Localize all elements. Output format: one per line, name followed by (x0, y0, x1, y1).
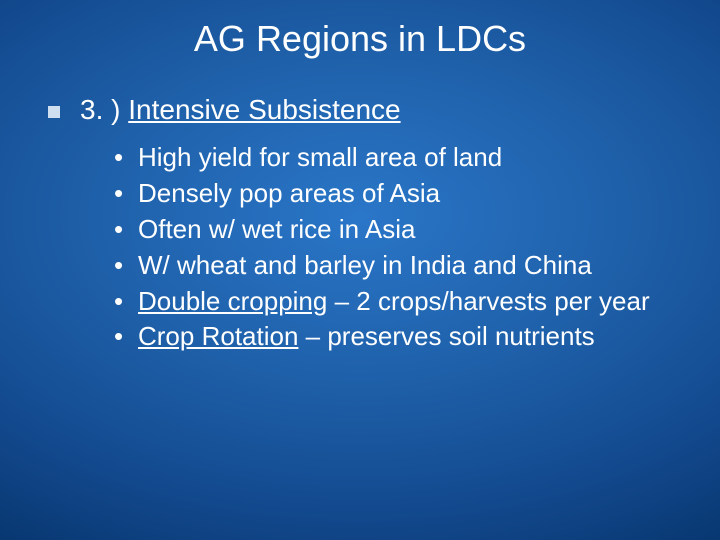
slide: AG Regions in LDCs 3. ) Intensive Subsis… (0, 0, 720, 540)
bullet-icon: • (114, 176, 138, 212)
bullet-icon: • (114, 284, 138, 320)
heading-text: 3. ) Intensive Subsistence (80, 94, 401, 126)
heading-main: Intensive Subsistence (128, 94, 400, 125)
square-bullet-icon (48, 106, 60, 118)
bullet-icon: • (114, 248, 138, 284)
bullet-text: Often w/ wet rice in Asia (138, 214, 415, 244)
slide-title: AG Regions in LDCs (0, 0, 720, 70)
list-item: •Crop Rotation – preserves soil nutrient… (114, 319, 690, 355)
list-item: •Densely pop areas of Asia (114, 176, 690, 212)
bullet-list: •High yield for small area of land •Dens… (48, 140, 690, 355)
bullet-text: W/ wheat and barley in India and China (138, 250, 592, 280)
bullet-text: High yield for small area of land (138, 142, 502, 172)
bullet-text: Densely pop areas of Asia (138, 178, 440, 208)
bullet-icon: • (114, 212, 138, 248)
list-item: •High yield for small area of land (114, 140, 690, 176)
heading-prefix: 3. ) (80, 94, 128, 125)
bullet-icon: • (114, 140, 138, 176)
bullet-rest: – 2 crops/harvests per year (327, 286, 649, 316)
list-item: •Often w/ wet rice in Asia (114, 212, 690, 248)
list-item: •Double cropping – 2 crops/harvests per … (114, 284, 690, 320)
bullet-underlined: Crop Rotation (138, 321, 298, 351)
bullet-rest: – preserves soil nutrients (298, 321, 594, 351)
list-item: •W/ wheat and barley in India and China (114, 248, 690, 284)
heading-row: 3. ) Intensive Subsistence (48, 94, 690, 126)
slide-content: 3. ) Intensive Subsistence •High yield f… (0, 70, 720, 355)
bullet-underlined: Double cropping (138, 286, 327, 316)
bullet-icon: • (114, 319, 138, 355)
